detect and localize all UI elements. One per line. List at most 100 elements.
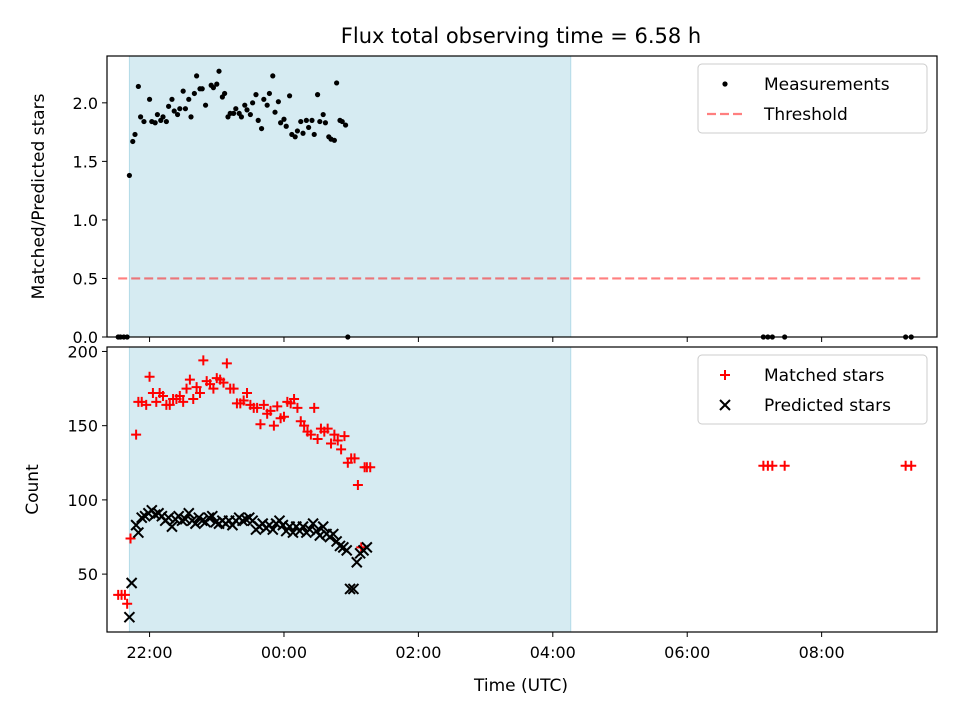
matched-stars-point [151,396,162,407]
predicted-stars-point [196,514,208,527]
predicted-stars-point [183,507,195,519]
predicted-stars-point [334,540,346,552]
bottom-x-tick-label: 22:00 [127,643,173,662]
matched-stars-point [767,460,778,471]
bottom-y-tick-label: 200 [67,342,98,361]
matched-stars-point [198,355,209,366]
matched-stars-point [178,396,189,407]
matched-stars-point [255,419,266,430]
bottom-panel: 50 100 150 200 22:00 00:00 02:00 04:00 06:00 08:0… [23,342,938,662]
measurement-point [261,96,267,102]
matched-stars-point [221,358,232,369]
predicted-stars-point [136,511,148,524]
matched-stars-point [194,388,205,399]
matched-stars-point [242,388,253,399]
predicted-stars-point [267,523,279,536]
measurement-point [182,106,189,112]
matched-stars-point [309,402,320,413]
measurement-point [253,92,259,98]
matched-stars-point [238,395,249,406]
measurement-point [141,118,147,125]
matched-stars-point [299,420,310,431]
bottom-y-tick-label: 150 [67,417,98,436]
measurement-point [177,106,183,112]
measurement-point [303,117,309,123]
measurement-point [174,111,181,118]
matched-stars-point [208,383,219,394]
predicted-stars-point [189,517,202,530]
measurement-point [202,102,209,108]
measurement-point [191,90,197,97]
predicted-stars-point [314,529,326,542]
predicted-stars-point [209,516,222,528]
measurement-point [266,90,273,97]
matched-stars-point [312,434,323,445]
measurement-point [320,111,326,118]
measurement-point [311,131,317,138]
measurement-point [272,109,278,115]
measurement-point [306,124,312,131]
measurement-point [166,103,172,109]
predicted-stars-point [287,526,299,539]
predicted-stars-point [351,556,363,568]
predicted-stars-point [344,583,356,595]
matched-stars-point [119,589,130,600]
measurement-point [247,111,253,118]
measurement-point [154,111,161,118]
measurement-point [322,120,329,126]
matched-stars-point [174,390,185,401]
measurement-point [283,123,289,129]
predicted-stars-point [203,511,215,524]
measurement-point [171,108,177,114]
matched-stars-point [144,371,155,382]
matched-stars-point [188,393,199,404]
measurement-point [238,114,245,120]
legend-measurements-marker [722,81,728,87]
matched-stars-point [329,429,340,440]
measurement-point [152,120,158,126]
predicted-stars-point [132,526,145,539]
bottom-legend-label: Predicted stars [764,396,891,416]
bottom-series-1 [123,504,373,623]
bottom-series-0 [113,355,917,609]
top-axes-frame [106,55,938,338]
bottom-x-tick-label: 00:00 [261,643,307,662]
predicted-stars-point [130,519,142,531]
predicted-stars-point [277,519,289,531]
matched-stars-point [278,411,289,422]
measurement-point [160,114,166,120]
bottom-legend-label: Matched stars [764,366,884,386]
matched-stars-point [218,377,229,388]
predicted-stars-point [123,611,136,623]
measurement-point [286,93,293,99]
matched-stars-point [326,438,337,449]
predicted-stars-point [240,513,252,525]
measurement-point [210,85,217,91]
legend-predicted-stars-marker [719,399,731,411]
top-y-tick-label: 0.5 [73,269,98,288]
predicted-stars-point [304,523,316,536]
measurement-point [135,83,141,90]
measurement-point [250,100,256,106]
measurement-point [163,118,169,125]
predicted-stars-point [317,520,329,533]
predicted-stars-point [307,517,319,530]
matched-stars-point [336,444,347,455]
measurement-point [255,117,261,123]
measurement-point [342,122,349,128]
top-y-tick-label: 1.0 [73,211,98,230]
matched-stars-point [305,429,316,440]
bottom-y-axis-label: Count [23,464,43,515]
bottom-legend-box [697,354,928,425]
predicted-stars-point [149,509,161,521]
top-y-tick-label: 2.0 [73,94,98,113]
matched-stars-point [322,423,333,434]
bottom-y-tick-label: 50 [78,565,98,584]
matched-stars-point [158,390,169,401]
measurement-point [180,88,186,94]
predicted-stars-point [125,577,138,589]
matched-stars-point [268,420,279,431]
matched-stars-point [365,462,376,473]
